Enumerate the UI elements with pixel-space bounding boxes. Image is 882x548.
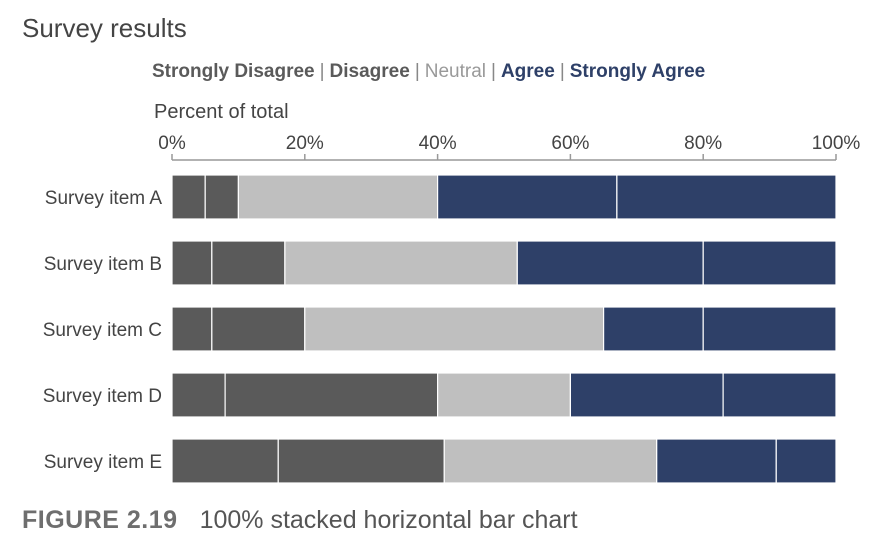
x-tick-label: 0% (158, 133, 186, 154)
chart-legend: Strongly Disagree | Disagree | Neutral | Agree… (152, 61, 705, 83)
bar-segment (237, 174, 439, 220)
bar-segment (284, 240, 518, 286)
bar-segment (211, 240, 286, 286)
bar-segment (616, 174, 837, 220)
x-tick-label: 60% (551, 133, 589, 154)
legend-entry-neutral: Neutral (424, 61, 487, 82)
bar-segment (277, 438, 445, 484)
bar-segment (304, 306, 605, 352)
bar-segment (775, 438, 837, 484)
legend-separator: | (319, 61, 325, 82)
legend-entry-agree: Agree (500, 61, 555, 82)
figure-label: FIGURE 2.19 (22, 506, 178, 534)
category-label: Survey item D (43, 386, 162, 407)
x-tick-label: 40% (419, 133, 457, 154)
category-label: Survey item E (44, 452, 162, 473)
bar-segment (171, 240, 213, 286)
bar-segment (171, 372, 226, 418)
bar-segment (569, 372, 724, 418)
legend-separator: | (559, 61, 565, 82)
bar-segment (437, 372, 572, 418)
bar-segment (171, 174, 206, 220)
legend-entry-strongly-agree: Strongly Agree (569, 61, 706, 82)
figure-caption: FIGURE 2.19 100% stacked horizontal bar c… (22, 506, 578, 535)
legend-separator: | (491, 61, 496, 82)
x-axis-label: Percent of total (154, 101, 289, 123)
category-label: Survey item A (45, 188, 163, 209)
bar-segment (211, 306, 306, 352)
x-tick-label: 20% (286, 133, 324, 154)
bar-segment (656, 438, 777, 484)
chart-title: Survey results (22, 13, 187, 43)
bar-segment (171, 438, 279, 484)
bar-segment (702, 240, 837, 286)
bar-segment (722, 372, 837, 418)
bar-segment (702, 306, 837, 352)
bar-segment (204, 174, 239, 220)
figure-caption-text: 100% stacked horizontal bar chart (199, 506, 578, 534)
bar-segment (224, 372, 439, 418)
x-tick-label: 100% (812, 133, 861, 154)
bar-segment (171, 306, 213, 352)
bar-segment (443, 438, 658, 484)
legend-entry-strongly-disagree: Strongly Disagree (152, 61, 315, 82)
legend-entry-disagree: Disagree (329, 61, 410, 82)
category-label: Survey item C (43, 320, 162, 341)
bar-segment (516, 240, 704, 286)
bar-segment (437, 174, 618, 220)
legend-separator: | (414, 61, 420, 82)
category-label: Survey item B (44, 254, 162, 275)
x-tick-label: 80% (684, 133, 722, 154)
bar-segment (602, 306, 704, 352)
